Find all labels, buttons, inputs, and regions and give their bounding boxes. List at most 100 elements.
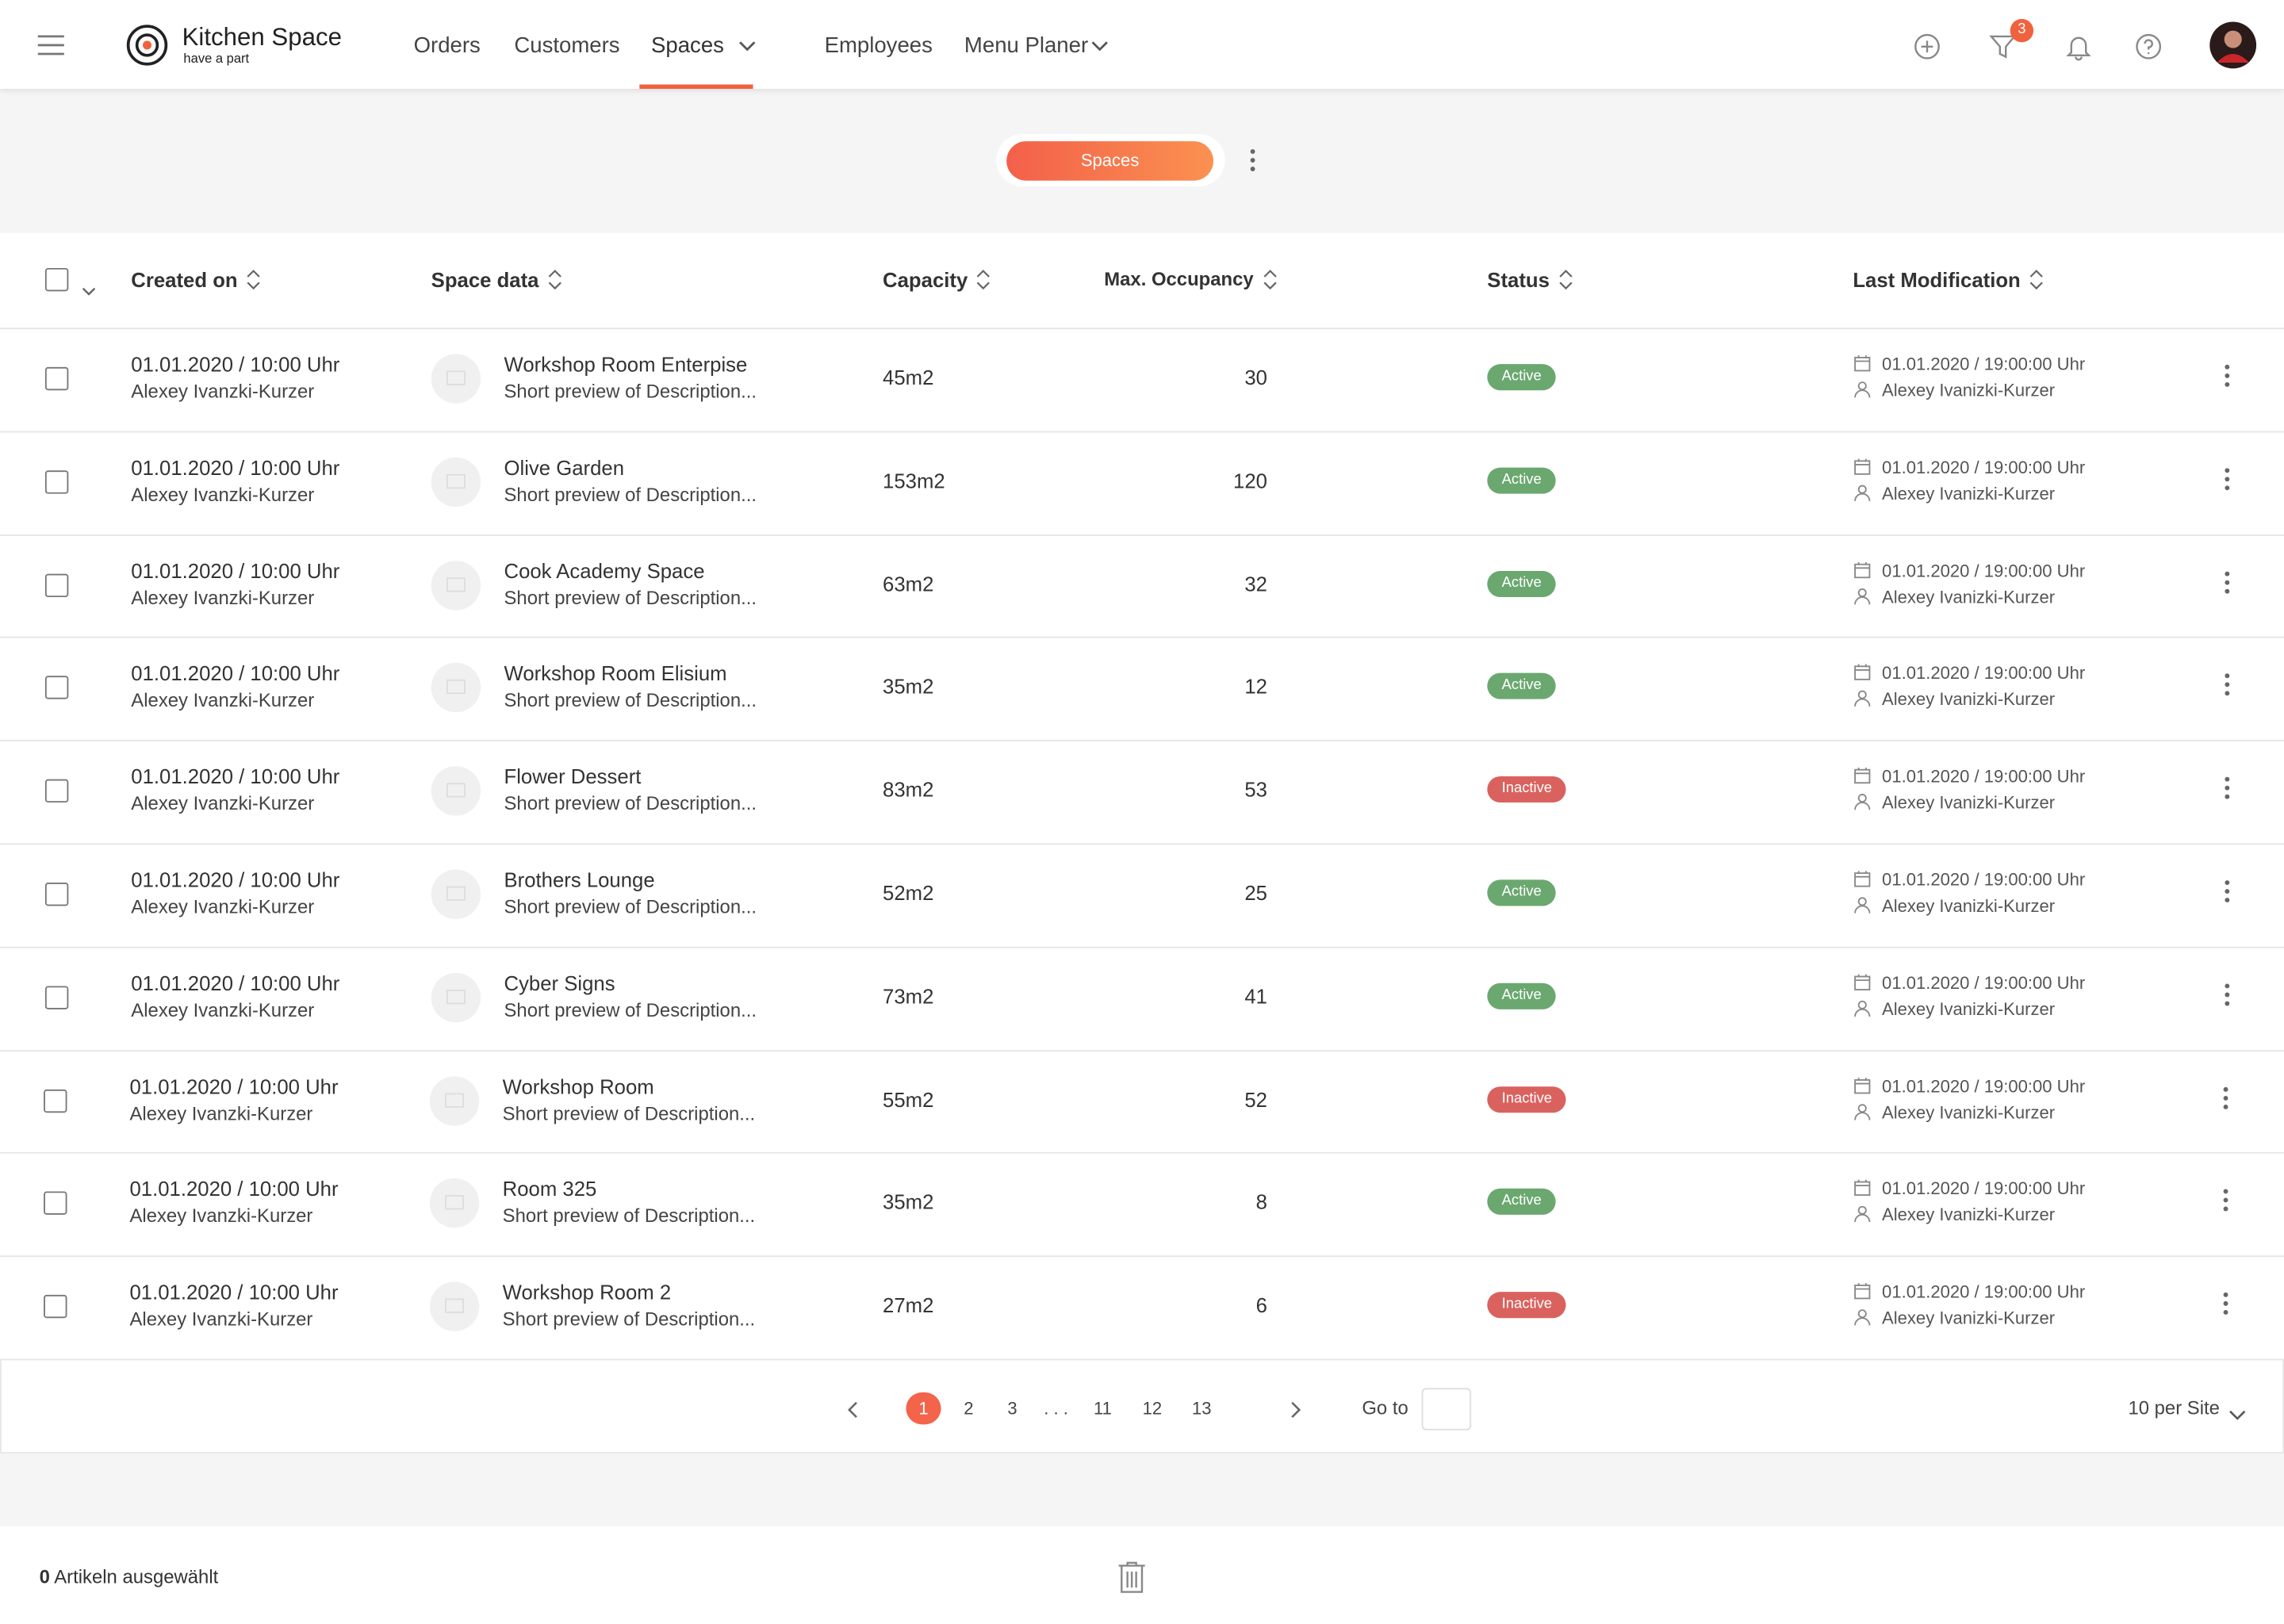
created-on: 01.01.2020 / 10:00 Uhr <box>131 352 340 376</box>
occupancy: 12 <box>1244 675 1267 699</box>
space-description: Short preview of Description... <box>504 998 757 1021</box>
row-menu[interactable] <box>2225 879 2230 903</box>
row-menu[interactable] <box>2225 570 2230 593</box>
space-description: Short preview of Description... <box>504 586 757 609</box>
sort-icon[interactable] <box>976 270 991 290</box>
creator: Alexey Ivanzki-Kurzer <box>131 895 315 918</box>
row-menu[interactable] <box>2225 364 2230 387</box>
page-button[interactable]: 3 <box>1007 1398 1017 1419</box>
occupancy: 41 <box>1244 984 1267 1008</box>
space-description: Short preview of Description... <box>504 380 757 402</box>
help-icon[interactable] <box>2136 33 2162 59</box>
nav-item[interactable]: Customers <box>514 33 620 59</box>
creator: Alexey Ivanzki-Kurzer <box>131 689 315 712</box>
column-header[interactable]: Space data <box>431 267 539 292</box>
next-page[interactable] <box>1290 1400 1302 1419</box>
sort-icon[interactable] <box>2029 270 2044 290</box>
modifier: Alexey Ivanizki-Kurzer <box>1882 1205 2056 1226</box>
modified-on: 01.01.2020 / 19:00:00 Uhr <box>1882 1281 2086 1303</box>
column-header[interactable]: Max. Occupancy <box>1104 267 1254 290</box>
nav-item[interactable]: Orders <box>413 33 481 59</box>
row-menu[interactable] <box>2223 1086 2228 1109</box>
page-button[interactable]: 1 <box>906 1392 941 1425</box>
select-all[interactable] <box>44 267 69 292</box>
tab-spaces[interactable]: Spaces <box>1006 141 1213 181</box>
per-page[interactable]: 10 per Site <box>2128 1396 2220 1419</box>
page-button[interactable]: 11 <box>1093 1398 1112 1419</box>
modified-on: 01.01.2020 / 19:00:00 Uhr <box>1882 663 2086 684</box>
pagination <box>0 1358 2284 1454</box>
avatar[interactable] <box>2209 21 2257 69</box>
nav-underline <box>639 84 753 90</box>
row-checkbox[interactable] <box>44 676 69 700</box>
space-thumb <box>431 457 481 507</box>
created-on: 01.01.2020 / 10:00 Uhr <box>131 971 340 995</box>
row-menu[interactable] <box>2225 776 2230 799</box>
capacity: 27m2 <box>883 1293 934 1317</box>
user-icon <box>1854 379 1871 398</box>
user-icon <box>1854 585 1871 604</box>
menu-icon[interactable] <box>37 35 64 56</box>
row-checkbox[interactable] <box>44 779 69 803</box>
capacity: 55m2 <box>883 1087 934 1111</box>
page-button[interactable]: 2 <box>964 1398 974 1419</box>
space-thumb <box>431 560 481 610</box>
modifier: Alexey Ivanizki-Kurzer <box>1882 792 2056 814</box>
chevron[interactable] <box>82 277 96 296</box>
modified-on: 01.01.2020 / 19:00:00 Uhr <box>1882 1178 2086 1200</box>
sort-icon[interactable] <box>1263 270 1277 290</box>
calendar-icon <box>1854 352 1871 372</box>
nav-item[interactable]: Menu Planer <box>964 33 1089 59</box>
column-header[interactable]: Capacity <box>883 267 968 292</box>
space-name: Workshop Room 2 <box>502 1280 672 1304</box>
space-description: Short preview of Description... <box>502 1308 756 1331</box>
filter-badge: 3 <box>2010 18 2034 43</box>
space-name: Workshop Room Elisium <box>504 661 727 685</box>
capacity: 52m2 <box>883 881 934 905</box>
row-checkbox[interactable] <box>44 573 69 597</box>
sort-icon[interactable] <box>1558 270 1573 290</box>
column-header[interactable]: Created on <box>131 267 238 292</box>
row-checkbox[interactable] <box>44 1089 67 1113</box>
status-badge: Active <box>1487 879 1557 906</box>
modifier: Alexey Ivanizki-Kurzer <box>1882 380 2056 401</box>
row-checkbox[interactable] <box>44 469 69 494</box>
sort-icon[interactable] <box>246 270 260 290</box>
created-on: 01.01.2020 / 10:00 Uhr <box>131 558 340 582</box>
status-badge: Inactive <box>1487 776 1567 803</box>
add-icon[interactable] <box>1914 33 1940 59</box>
calendar-icon <box>1854 559 1871 578</box>
status-badge: Inactive <box>1487 1292 1567 1319</box>
row-menu[interactable] <box>2225 467 2230 490</box>
row-menu[interactable] <box>2223 1293 2228 1316</box>
goto-input[interactable] <box>1421 1388 1472 1431</box>
delete-icon[interactable] <box>1118 1561 1145 1593</box>
bell-icon[interactable] <box>2066 33 2091 61</box>
nav-item[interactable]: Spaces <box>651 33 724 59</box>
prev-page[interactable] <box>846 1400 858 1419</box>
page-button[interactable]: 12 <box>1142 1398 1163 1419</box>
footer: 0 Artikeln ausgewählt <box>0 1526 2284 1624</box>
row-checkbox[interactable] <box>44 883 69 906</box>
page-button[interactable]: 13 <box>1192 1398 1212 1419</box>
occupancy: 30 <box>1244 366 1267 389</box>
modifier: Alexey Ivanizki-Kurzer <box>1882 483 2056 504</box>
nav-item[interactable]: Employees <box>824 33 933 59</box>
column-header[interactable]: Last Modification <box>1853 267 2021 292</box>
modifier: Alexey Ivanizki-Kurzer <box>1882 1101 2056 1123</box>
capacity: 153m2 <box>883 469 945 492</box>
row-menu[interactable] <box>2223 1189 2228 1212</box>
kebab[interactable] <box>1250 148 1255 171</box>
goto-label: Go to <box>1362 1396 1408 1419</box>
row-menu[interactable] <box>2225 673 2230 696</box>
column-header[interactable]: Status <box>1487 267 1550 292</box>
row-checkbox[interactable] <box>44 366 69 391</box>
row-checkbox[interactable] <box>44 1192 67 1216</box>
row-checkbox[interactable] <box>44 986 69 1009</box>
created-on: 01.01.2020 / 10:00 Uhr <box>131 868 340 892</box>
space-thumb <box>431 354 481 404</box>
sort-icon[interactable] <box>548 270 562 290</box>
chevron[interactable] <box>2228 1403 2246 1420</box>
row-checkbox[interactable] <box>44 1295 67 1319</box>
row-menu[interactable] <box>2225 982 2230 1006</box>
